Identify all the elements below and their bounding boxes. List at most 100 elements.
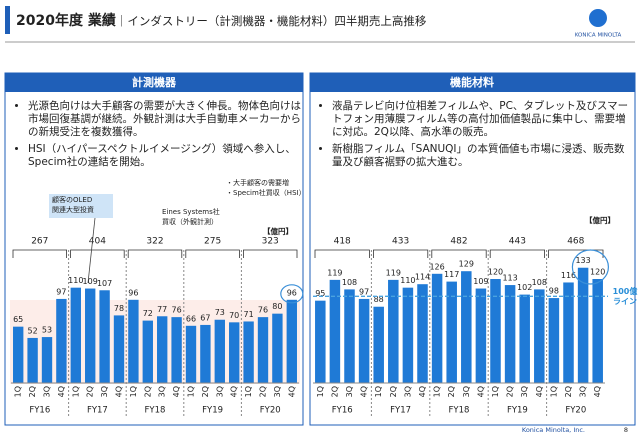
title-bold: 2020年度 業績｜インダストリー（計測機器・機能材料）四半期売上高推移 [16,12,427,29]
x-tick-label: 2Q [506,386,515,397]
x-tick-label: 2Q [447,386,456,397]
value-label: 72 [143,309,153,318]
bar [548,298,560,383]
value-label: 70 [229,311,239,320]
bar [56,298,67,383]
bullets-right: 液晶テレビ向け位相差フィルムや、PC、タブレット及びスマートフォン用薄膜フィルム… [318,100,632,173]
bar [504,285,516,383]
chart-bg [10,300,300,384]
group-total: 267 [31,237,48,247]
x-tick-label: 1Q [187,386,196,397]
value-label: 110 [400,276,415,285]
value-label: 120 [488,268,503,277]
bar [329,279,341,383]
bar [70,287,81,383]
value-label: 95 [315,289,325,298]
x-tick-label: 2Q [330,386,339,397]
unit-label: 【億円】 [585,215,615,225]
bar [388,279,399,383]
panel-title: 機能材料 [450,75,494,89]
panel-right-head [310,73,635,92]
annotation: ・Specim社買収（HSI） [226,188,306,197]
total-bracket [314,249,370,258]
x-tick-label: 2Q [389,386,398,397]
x-tick-label: 4Q [593,386,602,397]
bar [446,281,457,383]
x-tick-label: 3Q [345,386,354,397]
value-label: 71 [244,310,254,319]
bar [402,287,414,383]
logo-text: KONICA MINOLTA [575,33,622,39]
annotation: Eines Systems社 [162,207,220,216]
value-label: 107 [97,279,112,288]
bullet: 液晶テレビ向け位相差フィルムや、PC、タブレット及びスマートフォン用薄膜フィルム… [332,100,632,139]
x-tick-label: 3Q [43,386,52,397]
value-label: 113 [502,274,517,283]
x-tick-label: 3Q [273,386,282,397]
x-tick-label: 4Q [360,386,369,397]
logo-mark [589,9,607,27]
x-tick-label: 2Q [201,386,210,397]
x-tick-label: 3Q [462,386,471,397]
bar [257,317,269,383]
value-label: 96 [287,288,297,297]
x-tick-label: 4Q [115,386,124,397]
total-bracket [548,249,604,258]
x-tick-label: 3Q [158,386,167,397]
total-bracket [70,249,125,258]
bar [417,284,428,383]
x-tick-label: 4Q [172,386,181,397]
total-bracket [373,249,429,258]
group-total: 323 [262,237,279,247]
page-number: 8 [624,426,628,434]
value-label: 116 [561,271,576,280]
value-label: 98 [549,287,559,296]
value-label: 73 [215,308,225,317]
panel-title: 計測機器 [132,75,177,89]
value-label: 97 [56,287,66,296]
x-tick-label: 1Q [549,386,558,397]
bar [577,267,589,383]
value-label: 97 [359,287,369,296]
bar [185,325,197,383]
value-label: 53 [42,326,52,335]
x-tick-label: 3Q [520,386,529,397]
annotation: 顧客のOLED [52,195,92,204]
annotation: 買収（外観計測） [162,217,218,226]
title-accent [5,6,10,34]
x-tick-label: 2Q [86,386,95,397]
group-label: FY19 [507,406,528,416]
bar [286,299,297,383]
reference-label: ライン [613,297,637,306]
value-label: 77 [157,305,167,314]
panel-left-head [5,73,303,92]
annotation-box [49,194,113,218]
value-label: 102 [517,283,532,292]
value-label: 76 [258,306,268,315]
highlight [280,284,304,304]
x-tick-label: 2Q [564,386,573,397]
bullet: 光源色向けは大手顧客の需要が大きく伸長。物体色向けは市場回復基調が継続。外観計測… [28,100,303,139]
x-tick-label: 1Q [14,386,23,397]
bar [490,279,501,383]
bar [113,315,125,383]
group-label: FY17 [390,406,411,416]
bar [142,320,153,383]
bar [272,313,283,383]
group-total: 468 [567,237,584,247]
bar [157,316,168,383]
value-label: 126 [429,262,444,271]
group-total: 433 [392,237,409,247]
value-label: 88 [374,295,384,304]
value-label: 78 [114,304,124,313]
bullet: 新樹脂フィルム「SANUQI」の本質価値も市場に浸透、販売数量及び顧客裾野の拡大… [332,143,632,169]
x-tick-label: 4Q [230,386,239,397]
bar [229,322,240,383]
group-label: FY20 [565,406,586,416]
value-label: 129 [459,260,474,269]
group-label: FY20 [260,406,281,416]
x-tick-label: 3Q [403,386,412,397]
bar [563,282,574,383]
x-tick-label: 3Q [579,386,588,397]
group-label: FY18 [449,406,470,416]
